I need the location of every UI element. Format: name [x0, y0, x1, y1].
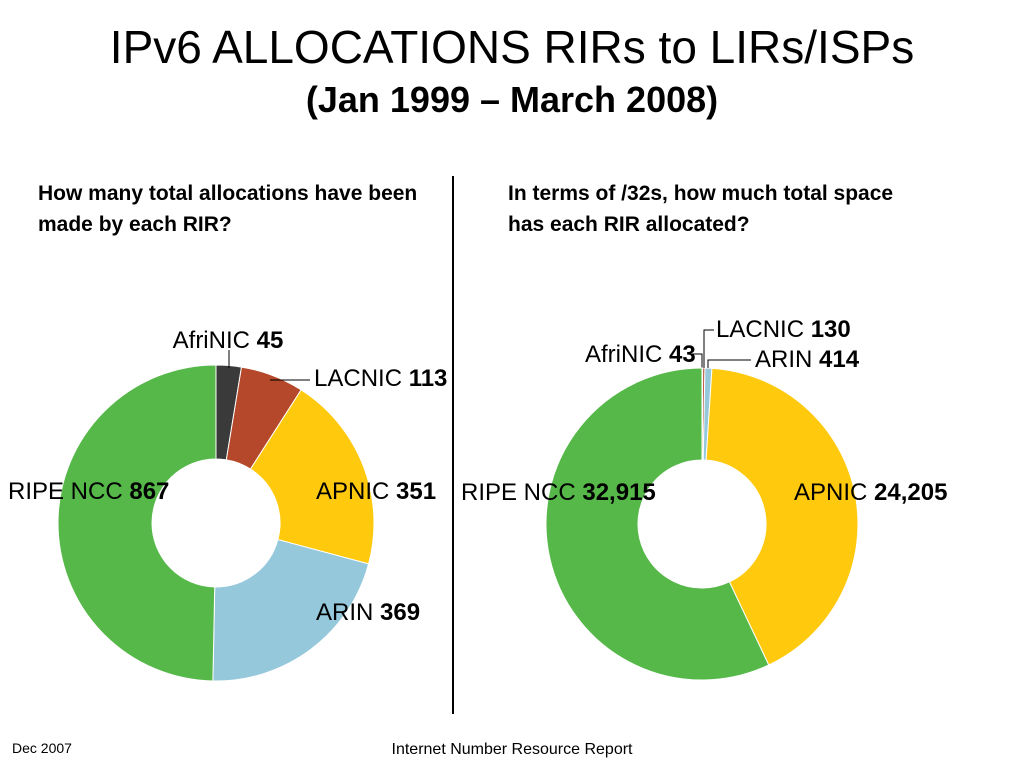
chart-1-label-apnic: APNIC 351 — [316, 478, 436, 505]
chart-2-label-value-ripe-ncc: 32,915 — [582, 479, 655, 506]
chart-2-label-name-afrinic: AfriNIC — [585, 341, 669, 368]
chart-2-label-name-ripe-ncc: RIPE NCC — [461, 479, 582, 506]
left-chart-question: How many total allocations have been mad… — [38, 182, 418, 236]
chart-2-label-ripe-ncc: RIPE NCC 32,915 — [461, 479, 656, 506]
chart-2-label-value-lacnic: 130 — [811, 316, 851, 343]
chart-1-label-name-apnic: APNIC — [316, 478, 396, 505]
chart-2-leader-afrinic — [690, 353, 703, 368]
right-chart-question: In terms of /32s, how much total space h… — [508, 182, 894, 236]
chart-2-leader-lacnic — [703, 329, 714, 368]
chart-2-label-name-apnic: APNIC — [794, 479, 874, 506]
chart-2-leader-arin — [707, 359, 751, 368]
chart-1-label-value-lacnic: 113 — [409, 365, 448, 392]
chart-2-slice-apnic — [705, 367, 859, 666]
chart-1-label-ripe-ncc: RIPE NCC 867 — [8, 478, 169, 505]
chart-1-label-lacnic: LACNIC 113 — [314, 365, 447, 392]
slide-subtitle: (Jan 1999 – March 2008) — [305, 79, 719, 120]
chart-1-label-afrinic: AfriNIC 45 — [173, 327, 284, 354]
chart-2-label-arin: ARIN 414 — [755, 346, 860, 373]
chart-1-label-name-arin: ARIN — [316, 599, 380, 626]
chart-2-label-afrinic: AfriNIC 43 — [585, 341, 696, 368]
chart-1-label-value-apnic: 351 — [396, 478, 436, 505]
chart-2-label-apnic: APNIC 24,205 — [794, 479, 947, 506]
chart-divider — [452, 176, 454, 714]
chart-2-label-lacnic: LACNIC 130 — [716, 316, 851, 343]
chart-2-label-value-arin: 414 — [819, 346, 860, 373]
chart-1-slice-ripe-ncc — [57, 364, 217, 682]
footer-report-name: Internet Number Resource Report — [391, 741, 633, 758]
footer-date: Dec 2007 — [12, 740, 72, 756]
chart-1-label-name-ripe-ncc: RIPE NCC — [8, 478, 129, 505]
chart-2-slice-ripe-ncc — [545, 367, 770, 681]
chart-1-slice-arin — [212, 538, 370, 682]
chart-1-label-name-lacnic: LACNIC — [314, 365, 409, 392]
slide-title: IPv6 ALLOCATIONS RIRs to LIRs/ISPs — [109, 21, 915, 73]
chart-2-label-name-lacnic: LACNIC — [716, 316, 811, 343]
chart-2-label-value-afrinic: 43 — [669, 341, 696, 368]
chart-1-label-arin: ARIN 369 — [316, 599, 420, 626]
chart-1-label-name-afrinic: AfriNIC — [173, 327, 257, 354]
chart-1-label-value-afrinic: 45 — [257, 327, 284, 354]
chart-1-slice-apnic — [249, 389, 375, 565]
chart-1-label-value-ripe-ncc: 867 — [129, 478, 169, 505]
chart-2-label-name-arin: ARIN — [755, 346, 819, 373]
chart-2-label-value-apnic: 24,205 — [874, 479, 947, 506]
chart-1-label-value-arin: 369 — [380, 599, 420, 626]
